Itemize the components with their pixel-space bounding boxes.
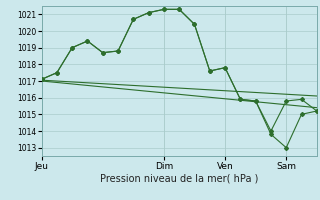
X-axis label: Pression niveau de la mer( hPa ): Pression niveau de la mer( hPa ) bbox=[100, 173, 258, 183]
